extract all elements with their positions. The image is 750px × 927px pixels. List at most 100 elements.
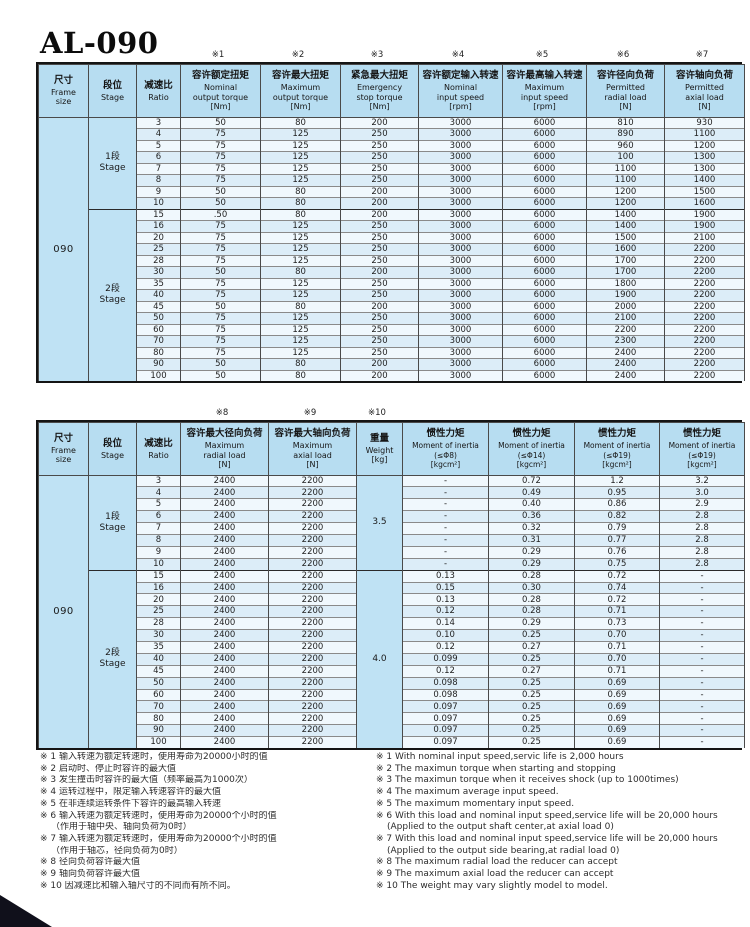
column-header-cn: 减速比 bbox=[144, 437, 173, 449]
ratio-cell: 45 bbox=[136, 300, 181, 313]
column-header-cn: 容许最大轴向负荷 bbox=[274, 428, 351, 439]
footnote-line: ※ 9 轴向负荷容许最大值 bbox=[40, 869, 140, 880]
value-cell: 3000 bbox=[418, 323, 503, 336]
value-cell: 3000 bbox=[418, 162, 503, 175]
table-row: 2段 Stage 15 2400 2200 4.0 0.13 0.28 0.72- bbox=[39, 569, 745, 748]
torque-speed-load-section: ※1 ※2 ※3 ※4 ※5 ※6 ※7 尺寸 Frame size 段位 Stage 减速比 Rati… bbox=[36, 48, 745, 383]
value-cell: 125 bbox=[260, 151, 341, 163]
value-cell: 2400 bbox=[180, 486, 269, 499]
value-cell: 125 bbox=[260, 243, 341, 255]
value-cell: 6000 bbox=[502, 266, 587, 278]
table-row: 10 2400 2200 -0.29 0.75 2.8 bbox=[39, 557, 745, 571]
value-cell: 125 bbox=[260, 346, 341, 359]
footnote-line: ※ 7 输入转速为额定转速时，使用寿命为20000个小时的值 bbox=[40, 833, 277, 844]
value-cell: 0.69 bbox=[574, 712, 660, 725]
value-cell: 2400 bbox=[180, 652, 269, 666]
value-cell: 0.79 bbox=[574, 522, 660, 535]
value-cell: 2400 bbox=[180, 629, 269, 642]
value-cell: 6000 bbox=[502, 346, 587, 359]
value-cell: 0.71 bbox=[574, 664, 660, 678]
column-header-cn: 惯性力矩 bbox=[426, 428, 465, 439]
value-cell: 3000 bbox=[418, 289, 503, 301]
footnote-line: ※ 2 The maximun torque when starting and… bbox=[376, 763, 616, 774]
value-cell: 0.28 bbox=[488, 569, 575, 583]
column-header-en: Moment of inertia bbox=[412, 441, 479, 450]
column-header-en: Moment of inertia bbox=[498, 441, 565, 450]
value-cell: 0.69 bbox=[574, 688, 660, 701]
value-cell: 6000 bbox=[502, 358, 587, 370]
value-cell: 3000 bbox=[418, 208, 503, 221]
value-cell: 0.12 bbox=[402, 605, 489, 618]
value-cell: - bbox=[659, 712, 745, 725]
value-cell: 0.14 bbox=[402, 617, 489, 630]
value-cell: 2200 bbox=[268, 652, 357, 666]
column-header-cn: 惯性力矩 bbox=[512, 428, 551, 439]
value-cell: 0.29 bbox=[488, 617, 575, 630]
value-cell: 50 bbox=[180, 358, 261, 370]
value-cell: 0.71 bbox=[574, 605, 660, 618]
value-cell: 2200 bbox=[664, 323, 745, 336]
table-row: 20 2400 2200 0.13 0.28 0.72- bbox=[39, 593, 745, 606]
value-cell: 200 bbox=[340, 197, 419, 209]
value-cell: 0.25 bbox=[488, 712, 575, 725]
column-header-cn: 容许最大径向负荷 bbox=[186, 428, 263, 439]
value-cell: 2200 bbox=[268, 664, 357, 678]
value-cell: 0.76 bbox=[574, 545, 660, 559]
page-title: AL-090 bbox=[40, 26, 159, 60]
ref-mark bbox=[400, 406, 486, 420]
column-header: 段位 Stage bbox=[88, 422, 137, 476]
ratio-cell: 100 bbox=[136, 369, 181, 381]
value-cell: 2100 bbox=[664, 231, 745, 244]
table-row: 090 1段 Stage 3 50 80 200 3000 6000 810 930 bbox=[38, 116, 745, 381]
value-cell: 6000 bbox=[502, 300, 587, 313]
ratio-cell: 40 bbox=[136, 289, 181, 301]
value-cell: 0.25 bbox=[488, 629, 575, 642]
column-header: 容许径向负荷 Permitted radial load [N] bbox=[586, 64, 665, 118]
ratio-cell: 50 bbox=[136, 312, 181, 324]
ratio-cell: 25 bbox=[136, 605, 181, 618]
value-cell: - bbox=[659, 605, 745, 618]
ratio-cell: 16 bbox=[136, 220, 181, 232]
value-cell: 2200 bbox=[268, 510, 357, 523]
value-cell: 2400 bbox=[180, 712, 269, 725]
value-cell: 2200 bbox=[664, 243, 745, 255]
table-row: 80 2400 2200 0.097 0.25 0.69- bbox=[39, 712, 745, 725]
footnotes: ※ 1 输入转速为额定转速时，使用寿命为20000小时的值 ※ 2 启动时、停止时… bbox=[40, 752, 742, 892]
value-cell: 890 bbox=[586, 128, 665, 140]
column-header-en: Stage bbox=[100, 92, 125, 102]
value-cell: 125 bbox=[260, 254, 341, 267]
value-cell: - bbox=[659, 700, 745, 713]
value-cell: 75 bbox=[180, 220, 261, 232]
value-cell: 2200 bbox=[268, 545, 357, 559]
column-header: 容许最高输入转速 Maximum input speed [rpm] bbox=[502, 64, 587, 118]
value-cell: 0.70 bbox=[574, 629, 660, 642]
value-cell: 80 bbox=[260, 197, 341, 209]
value-cell: 75 bbox=[180, 312, 261, 324]
column-header-cn: 尺寸 bbox=[53, 432, 73, 444]
value-cell: 2.8 bbox=[659, 545, 745, 559]
value-cell: 3000 bbox=[418, 312, 503, 324]
value-cell: 250 bbox=[340, 174, 419, 186]
value-cell: - bbox=[402, 510, 489, 523]
column-header-cn: 容许最高输入转速 bbox=[506, 70, 583, 81]
value-cell: 0.15 bbox=[402, 581, 489, 594]
value-cell: 2200 bbox=[664, 300, 745, 313]
value-cell: 50 bbox=[180, 369, 261, 381]
frame-size-cell: 090 bbox=[38, 474, 89, 748]
column-header-en: Ratio bbox=[148, 92, 169, 102]
value-cell: 75 bbox=[180, 254, 261, 267]
ratio-cell: 20 bbox=[136, 593, 181, 606]
value-cell: 80 bbox=[260, 116, 341, 129]
column-header-unit: [rpm] bbox=[533, 102, 556, 111]
value-cell: 125 bbox=[260, 323, 341, 336]
table-frame-2: 尺寸 Frame size 段位 Stage 减速比 Ratio 容许最大径向负荷 Maximu… bbox=[36, 420, 745, 750]
value-cell: 250 bbox=[340, 243, 419, 255]
value-cell: 75 bbox=[180, 128, 261, 140]
column-header: 惯性力矩 Moment of inertia (≤Φ14) [kgcm²] bbox=[488, 422, 575, 476]
table-row: 9 50 80 200 3000 6000 1200 1500 bbox=[39, 185, 745, 198]
value-cell: 50 bbox=[180, 116, 261, 129]
ratio-cell: 3 bbox=[136, 116, 181, 129]
value-cell: - bbox=[659, 593, 745, 606]
value-cell: - bbox=[402, 474, 489, 487]
column-header-cn: 紧急最大扭矩 bbox=[350, 70, 408, 81]
